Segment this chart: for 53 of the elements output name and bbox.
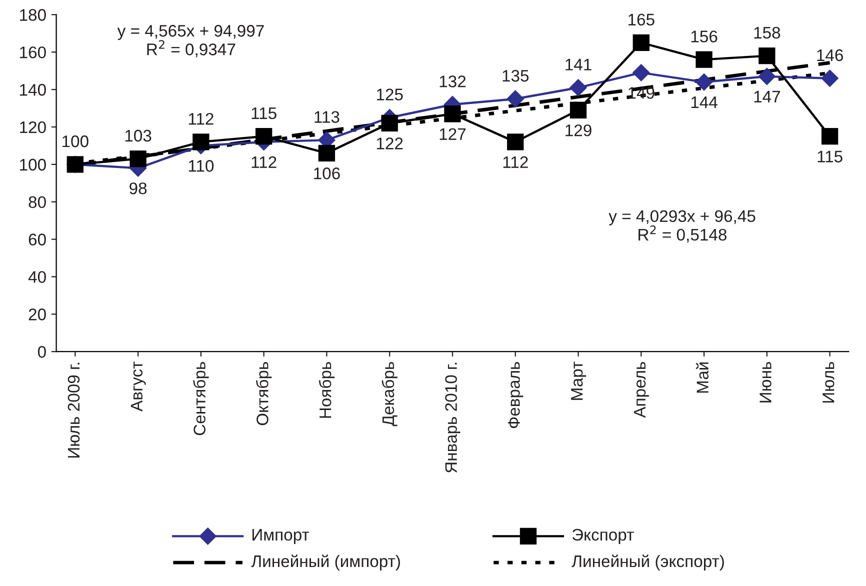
y-tick-label: 40 — [28, 271, 46, 283]
data-label: 112 — [188, 112, 214, 125]
y-tick-label: 100 — [20, 158, 46, 171]
x-tick-label: Декабрь — [382, 362, 398, 426]
data-label: 141 — [566, 58, 592, 70]
data-label: 112 — [252, 156, 276, 168]
y-tick-label: 20 — [28, 308, 46, 320]
data-label: 127 — [440, 128, 466, 140]
data-label: 106 — [314, 168, 340, 180]
legend-label: Линейный (экспорт) — [572, 554, 724, 570]
x-tick-label: Июнь — [760, 362, 772, 402]
data-label: 115 — [818, 150, 842, 162]
data-label: 144 — [691, 96, 718, 108]
data-label: 146 — [817, 49, 843, 62]
y-tick-label: 60 — [28, 234, 46, 246]
x-tick-label: Сентябрь — [193, 362, 209, 436]
data-label: 156 — [691, 30, 718, 42]
x-tick-label: Март — [571, 362, 586, 400]
legend-label: Линейный (импорт) — [251, 554, 400, 570]
x-tick-label: Январь 2010 г. — [445, 362, 460, 473]
y-tick-label: 80 — [28, 196, 46, 208]
x-tick-label: Апрель — [634, 362, 649, 418]
data-label: 103 — [125, 130, 152, 142]
data-label: 135 — [502, 70, 529, 82]
data-label: 165 — [628, 14, 654, 26]
x-tick-label: Май — [696, 362, 709, 393]
data-label: 112 — [503, 156, 528, 168]
legend-label: Экспорт — [572, 528, 634, 544]
y-tick-label: 180 — [20, 9, 46, 21]
x-tick-label: Октябрь — [256, 362, 272, 426]
data-label: 110 — [188, 160, 214, 172]
x-tick-label: Ноябрь — [318, 362, 335, 418]
data-label: 125 — [376, 88, 403, 100]
data-label: 98 — [130, 182, 147, 194]
annotation: y = 4,0293x + 96,45 R$^{2}$ = 0,5148 — [608, 210, 756, 243]
legend-label: Импорт — [252, 529, 310, 544]
y-tick-label: 160 — [20, 46, 46, 58]
data-label: 100 — [62, 135, 88, 148]
annotation: y = 4,565x + 94,997 R$^{2}$ = 0,9347 — [117, 24, 264, 58]
x-tick-label: Июль 2009 г. — [68, 362, 80, 458]
x-tick-label: Июль — [822, 362, 834, 402]
y-tick-label: 0 — [38, 346, 46, 358]
y-tick-label: 120 — [20, 121, 46, 134]
data-label: 129 — [566, 124, 592, 136]
y-tick-label: 140 — [20, 84, 46, 96]
data-label: 122 — [376, 138, 403, 150]
x-tick-label: Февраль — [508, 362, 524, 428]
data-label: 115 — [252, 108, 276, 120]
data-label: 147 — [754, 90, 780, 102]
x-tick-label: Август — [130, 362, 146, 412]
data-label: 113 — [314, 111, 340, 123]
data-label: 158 — [754, 26, 780, 39]
data-label: 132 — [440, 76, 466, 88]
